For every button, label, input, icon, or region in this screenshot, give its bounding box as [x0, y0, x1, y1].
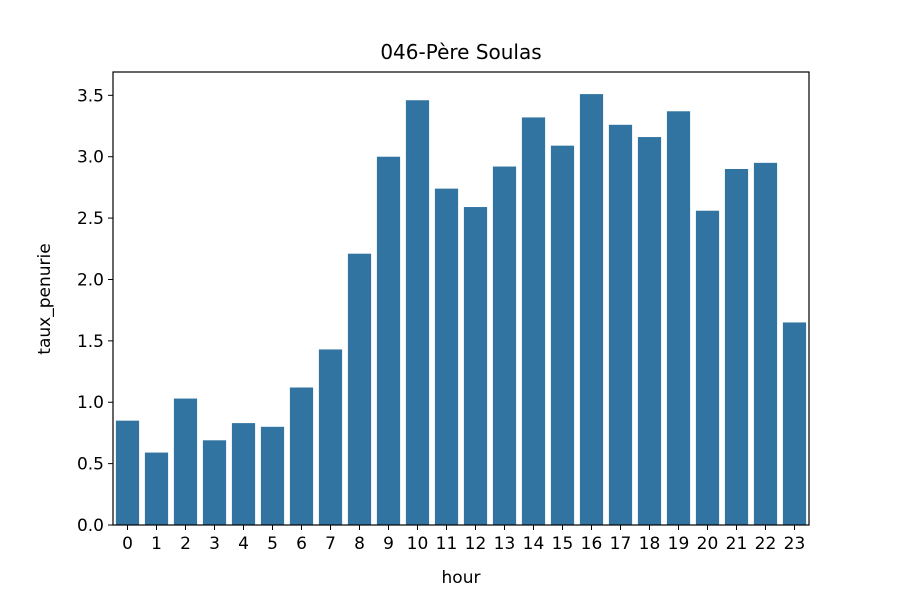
y-tick-label: 2.0 — [77, 270, 104, 290]
bar-hour-0 — [115, 420, 140, 525]
bar-hour-14 — [521, 117, 546, 526]
chart-title: 046-Père Soulas — [380, 40, 541, 64]
x-tick-label: 8 — [354, 534, 365, 554]
bar-hour-12 — [463, 207, 488, 525]
x-tick-label: 7 — [325, 534, 336, 554]
x-tick-label: 19 — [668, 534, 690, 554]
x-tick-label: 13 — [494, 534, 516, 554]
bar-hour-16 — [579, 94, 604, 525]
bar-hour-20 — [695, 210, 720, 525]
bar-hour-7 — [318, 349, 343, 525]
x-axis-label: hour — [442, 568, 481, 588]
bar-hour-5 — [260, 426, 285, 525]
y-tick-label: 1.0 — [77, 393, 104, 413]
y-tick-label: 0.0 — [77, 516, 104, 536]
y-axis-ticks: 0.0 0.5 1.0 1.5 2.0 2.5 3.0 3.5 — [77, 86, 113, 536]
x-tick-label: 18 — [639, 534, 661, 554]
bar-hour-13 — [492, 166, 517, 526]
x-tick-label: 5 — [267, 534, 278, 554]
axes-frame — [112, 71, 810, 526]
y-tick-label: 3.0 — [77, 148, 104, 168]
x-tick-label: 9 — [383, 534, 394, 554]
y-tick-label: 0.5 — [77, 455, 104, 475]
x-tick-label: 1 — [151, 534, 162, 554]
x-tick-label: 23 — [784, 534, 806, 554]
bars-group — [115, 94, 807, 526]
bar-hour-21 — [724, 168, 749, 525]
bar-hour-19 — [666, 111, 691, 526]
x-tick-label: 20 — [697, 534, 719, 554]
bar-hour-15 — [550, 145, 575, 525]
y-tick-label: 2.5 — [77, 209, 104, 229]
x-tick-label: 14 — [523, 534, 545, 554]
x-tick-label: 15 — [552, 534, 574, 554]
bar-hour-8 — [347, 253, 372, 526]
bar-hour-17 — [608, 124, 633, 525]
bar-hour-22 — [753, 162, 778, 526]
x-tick-label: 12 — [465, 534, 487, 554]
y-tick-label: 3.5 — [77, 86, 104, 106]
x-tick-label: 4 — [238, 534, 249, 554]
bar-hour-6 — [289, 387, 314, 525]
x-tick-label: 10 — [407, 534, 429, 554]
bar-hour-3 — [202, 440, 227, 525]
bar-hour-1 — [144, 452, 169, 525]
x-tick-label: 2 — [180, 534, 191, 554]
x-tick-label: 0 — [122, 534, 133, 554]
x-tick-label: 3 — [209, 534, 220, 554]
bar-hour-18 — [637, 137, 662, 525]
x-tick-label: 21 — [726, 534, 748, 554]
bar-hour-10 — [405, 100, 430, 525]
bar-hour-2 — [173, 398, 198, 525]
bar-hour-4 — [231, 423, 256, 525]
x-tick-label: 17 — [610, 534, 632, 554]
x-tick-label: 11 — [436, 534, 458, 554]
y-tick-label: 1.5 — [77, 332, 104, 352]
x-axis-ticks: 0 1 2 3 4 5 6 7 8 9 10 11 12 13 14 15 16 17 18 19 20 21 22 23 — [122, 525, 805, 554]
x-tick-label: 22 — [755, 534, 777, 554]
bar-hour-23 — [782, 322, 807, 525]
bar-hour-9 — [376, 156, 401, 525]
x-tick-label: 16 — [581, 534, 603, 554]
y-axis-label: taux_penurie — [35, 243, 55, 354]
bar-hour-11 — [434, 188, 459, 525]
x-tick-label: 6 — [296, 534, 307, 554]
